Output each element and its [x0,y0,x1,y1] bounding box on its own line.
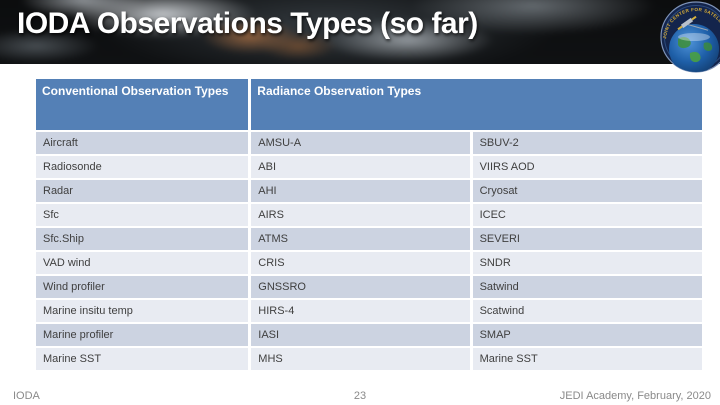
footer-label: IODA [13,390,40,402]
table-cell: GNSSRO [251,276,470,298]
table-row: Aircraft AMSU-A SBUV-2 [36,132,702,154]
table-row: Marine insitu temp HIRS-4 Scatwind [36,300,702,322]
table-cell: Marine SST [36,348,249,370]
page-number: 23 [353,390,367,402]
table-cell: MHS [251,348,470,370]
table-header-row: Conventional Observation Types Radiance … [36,79,702,130]
table-cell: AHI [251,180,470,202]
table-cell: ICEC [472,204,702,226]
table-row: Sfc AIRS ICEC [36,204,702,226]
slide-footer: IODA 23 JEDI Academy, February, 2020 [0,386,720,402]
table-row: Radiosonde ABI VIIRS AOD [36,156,702,178]
table-row: Sfc.Ship ATMS SEVERI [36,228,702,250]
table-cell: IASI [251,324,470,346]
table-cell: Marine insitu temp [36,300,249,322]
table-cell: CRIS [251,252,470,274]
table-cell: Marine SST [472,348,702,370]
table-row: VAD wind CRIS SNDR [36,252,702,274]
table-cell: Marine profiler [36,324,249,346]
table-cell: HIRS-4 [251,300,470,322]
table-cell: VIIRS AOD [472,156,702,178]
table-cell: SNDR [472,252,702,274]
table-cell: AIRS [251,204,470,226]
table-cell: Aircraft [36,132,249,154]
table-cell: ABI [251,156,470,178]
header-conventional: Conventional Observation Types [36,79,249,130]
table-row: Marine SST MHS Marine SST [36,348,702,370]
table-cell: SEVERI [472,228,702,250]
table-cell: Scatwind [472,300,702,322]
table-row: Wind profiler GNSSRO Satwind [36,276,702,298]
earth-photo [0,0,720,64]
table-body: Aircraft AMSU-A SBUV-2 Radiosonde ABI VIIRS A… [36,132,702,370]
table-cell: Radiosonde [36,156,249,178]
table-cell: Satwind [472,276,702,298]
table-row: Marine profiler IASI SMAP [36,324,702,346]
table-cell: Cryosat [472,180,702,202]
observation-types-table: Conventional Observation Types Radiance … [33,77,705,372]
table-row: Radar AHI Cryosat [36,180,702,202]
table-cell: Radar [36,180,249,202]
table-cell: SMAP [472,324,702,346]
page-title: IODA Observations Types (so far) [17,7,478,40]
table-cell: Sfc [36,204,249,226]
footer-credit: JEDI Academy, February, 2020 [559,390,711,402]
table-cell: AMSU-A [251,132,470,154]
header-radiance: Radiance Observation Types [251,79,702,130]
table-cell: Wind profiler [36,276,249,298]
earth-photo-banner [0,0,720,64]
table-cell: ATMS [251,228,470,250]
table-cell: SBUV-2 [472,132,702,154]
jcsda-logo-icon: JOINT CENTER FOR SATELLITE DATA ASSIMILA… [660,1,720,73]
table-cell: VAD wind [36,252,249,274]
table-cell: Sfc.Ship [36,228,249,250]
